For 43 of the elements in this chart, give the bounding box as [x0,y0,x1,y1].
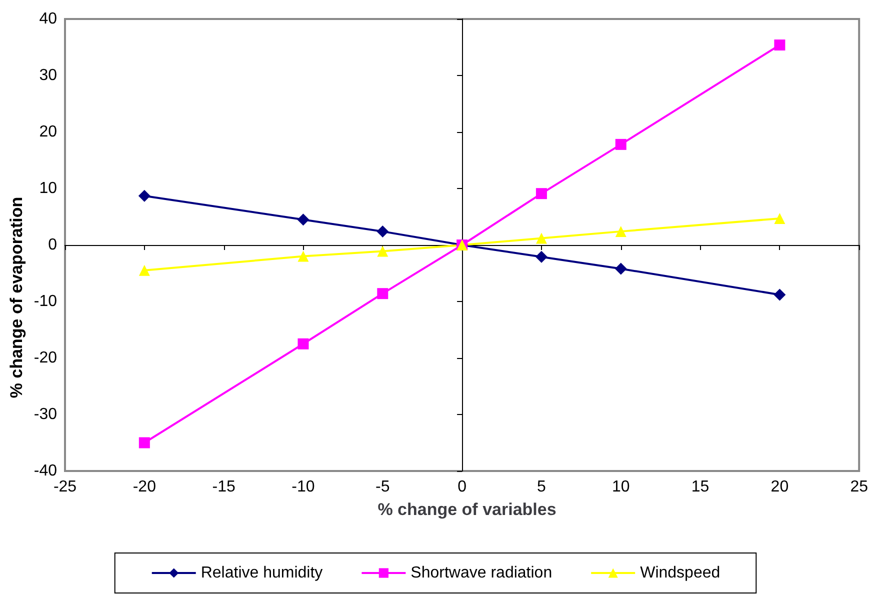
y-tick-label: 40 [39,10,58,28]
point [377,246,388,257]
point [615,138,626,150]
y-tick-label: -40 [34,462,58,480]
y-tick-label: 0 [48,236,58,254]
y-tick-label: 30 [39,67,58,84]
x-tick-label: -25 [53,478,77,496]
legend-label: Shortwave radiation [410,564,552,582]
x-tick-label: 25 [850,478,868,496]
y-axis-title: % change of evaporation [7,196,26,398]
point [536,188,547,200]
legend-label: Windspeed [640,564,720,582]
x-tick-label: 20 [770,478,789,496]
point [774,288,786,301]
point [138,437,150,448]
x-axis-title: % change of variables [378,500,556,519]
point [298,338,309,350]
x-tick-label: 0 [458,478,467,496]
point [138,264,150,276]
x-tick-label: -5 [376,478,390,496]
point [535,250,548,263]
x-tick-label: 5 [537,478,546,496]
y-tick-label: -30 [34,406,58,423]
x-tick-label: 15 [691,478,710,496]
point [615,226,626,237]
point [774,39,786,50]
y-tick-label: 10 [39,180,58,197]
point [377,288,388,300]
x-tick-label: -15 [212,478,236,496]
point [614,262,627,275]
point [138,190,150,202]
point [297,214,310,226]
y-tick-label: -10 [34,293,58,310]
x-tick-label: -20 [132,478,156,496]
point [376,225,389,238]
y-tick-label: 20 [39,124,58,140]
legend-label: Relative humidity [200,564,323,582]
point [774,212,786,224]
point [536,232,547,244]
x-tick-label: 10 [612,478,630,496]
x-tick-label: -10 [292,478,315,496]
point [298,250,309,262]
y-tick-label: -20 [34,350,58,366]
